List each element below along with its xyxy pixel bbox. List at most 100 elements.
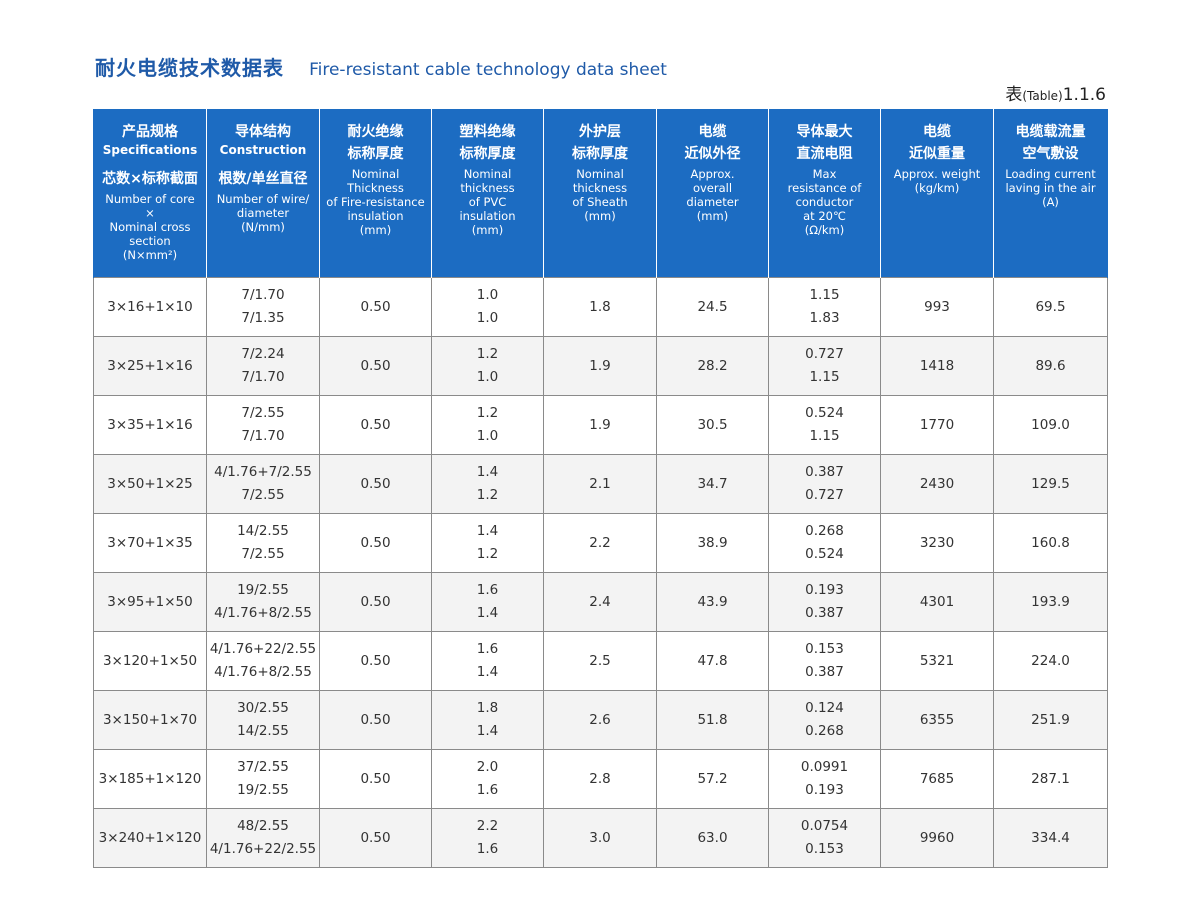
cell-pvc_ins: 2.0 1.6 xyxy=(431,749,544,809)
cell-resistance: 0.124 0.268 xyxy=(768,690,881,750)
cell-resistance-value: 1.15 xyxy=(809,369,840,385)
header-en: Nominal thickness of Sheath (mm) xyxy=(572,167,628,223)
cell-pvc_ins: 2.2 1.6 xyxy=(431,808,544,868)
header-cell: 塑料绝缘 标称厚度 Nominal thickness of PVC insula… xyxy=(431,109,544,278)
cell-sheath: 2.6 xyxy=(543,690,657,750)
header-en: Max resistance of conductor at 20℃ (Ω/km… xyxy=(787,167,862,237)
cell-spec: 3×95+1×50 xyxy=(93,572,207,632)
cell-cons-value: 7/1.70 xyxy=(241,428,285,444)
header-en-bold: Specifications xyxy=(102,143,198,157)
table-row: 3×50+1×25 4/1.76+7/2.55 7/2.55 0.50 1.4 1.2 2.… xyxy=(93,454,1108,514)
cell-weight: 1770 xyxy=(880,395,994,455)
cell-current: 287.1 xyxy=(993,749,1108,809)
cell-fire_ins: 0.50 xyxy=(319,808,432,868)
cell-diameter: 63.0 xyxy=(656,808,769,868)
cell-cons-value: 4/1.76+22/2.55 xyxy=(209,641,317,657)
cell-cons: 4/1.76+7/2.55 7/2.55 xyxy=(206,454,320,514)
table-row: 3×35+1×16 7/2.55 7/1.70 0.50 1.2 1.0 1.9 30.5 0.… xyxy=(93,395,1108,455)
cell-pvc_ins-value: 1.6 xyxy=(476,582,499,598)
cell-pvc_ins: 1.4 1.2 xyxy=(431,513,544,573)
cell-diameter: 30.5 xyxy=(656,395,769,455)
cell-cons: 7/2.24 7/1.70 xyxy=(206,336,320,396)
cell-spec: 3×25+1×16 xyxy=(93,336,207,396)
cell-weight: 2430 xyxy=(880,454,994,514)
cell-weight: 4301 xyxy=(880,572,994,632)
cell-sheath: 1.9 xyxy=(543,336,657,396)
table-row: 3×16+1×10 7/1.70 7/1.35 0.50 1.0 1.0 1.8 24.5 1.… xyxy=(93,277,1108,337)
table-row: 3×150+1×70 30/2.55 14/2.55 0.50 1.8 1.4 2.6 51.… xyxy=(93,690,1108,750)
cell-cons-value: 48/2.55 xyxy=(237,818,289,834)
cell-cons-value: 19/2.55 xyxy=(237,782,289,798)
cell-pvc_ins-value: 1.0 xyxy=(476,369,499,385)
cell-current: 160.8 xyxy=(993,513,1108,573)
header-en: Approx. overall diameter (mm) xyxy=(686,167,739,223)
cell-fire_ins: 0.50 xyxy=(319,454,432,514)
table-row: 3×240+1×120 48/2.55 4/1.76+22/2.55 0.50 2.2 1… xyxy=(93,808,1108,868)
cell-resistance-value: 0.524 xyxy=(805,546,844,562)
cell-resistance-value: 0.524 xyxy=(805,405,844,421)
table-number: 表(Table)1.1.6 xyxy=(1005,80,1106,105)
cell-cons-value: 7/1.70 xyxy=(241,369,285,385)
cell-resistance-value: 0.268 xyxy=(805,723,844,739)
cell-spec: 3×240+1×120 xyxy=(93,808,207,868)
cell-resistance-value: 0.153 xyxy=(805,841,844,857)
cell-sheath: 2.5 xyxy=(543,631,657,691)
header-en: Nominal thickness of PVC insulation (mm) xyxy=(459,167,516,237)
cell-cons: 4/1.76+22/2.55 4/1.76+8/2.55 xyxy=(206,631,320,691)
cell-pvc_ins-value: 1.2 xyxy=(476,487,499,503)
cell-cons-value: 7/1.35 xyxy=(241,310,285,326)
cell-current: 334.4 xyxy=(993,808,1108,868)
cell-current: 193.9 xyxy=(993,572,1108,632)
header-cell: 耐火绝缘 标称厚度 Nominal Thickness of Fire-resis… xyxy=(319,109,432,278)
cell-diameter: 38.9 xyxy=(656,513,769,573)
cell-pvc_ins-value: 1.2 xyxy=(476,546,499,562)
cell-cons-value: 14/2.55 xyxy=(237,723,289,739)
header-cell: 电缆 近似重量 Approx. weight (kg/km) xyxy=(880,109,994,278)
cell-cons-value: 7/2.55 xyxy=(241,405,285,421)
title-chinese: 耐火电缆技术数据表 xyxy=(95,56,284,80)
cell-pvc_ins: 1.2 1.0 xyxy=(431,336,544,396)
cell-diameter: 57.2 xyxy=(656,749,769,809)
header-en: Loading current laving in the air (A) xyxy=(1005,167,1096,209)
cell-spec: 3×150+1×70 xyxy=(93,690,207,750)
cell-weight: 6355 xyxy=(880,690,994,750)
cell-resistance: 0.0754 0.153 xyxy=(768,808,881,868)
cell-spec: 3×70+1×35 xyxy=(93,513,207,573)
cell-resistance-value: 1.15 xyxy=(809,428,840,444)
cell-cons: 14/2.55 7/2.55 xyxy=(206,513,320,573)
cell-cons-value: 4/1.76+8/2.55 xyxy=(214,664,312,680)
cell-current: 224.0 xyxy=(993,631,1108,691)
cell-spec: 3×120+1×50 xyxy=(93,631,207,691)
header-cn: 导体最大 直流电阻 xyxy=(796,124,853,162)
header-cn: 电缆 近似外径 xyxy=(684,124,741,162)
cell-sheath: 2.4 xyxy=(543,572,657,632)
cell-fire_ins: 0.50 xyxy=(319,690,432,750)
cell-pvc_ins-value: 1.0 xyxy=(476,428,499,444)
cell-cons-value: 7/2.55 xyxy=(241,546,285,562)
header-cell: 产品规格 Specifications 芯数×标称截面 Number of core … xyxy=(93,109,207,278)
cell-pvc_ins-value: 1.6 xyxy=(476,641,499,657)
cell-cons-value: 4/1.76+8/2.55 xyxy=(214,605,312,621)
header-cn: 外护层 标称厚度 xyxy=(572,124,628,162)
cell-pvc_ins-value: 1.4 xyxy=(476,523,499,539)
cell-diameter: 28.2 xyxy=(656,336,769,396)
cell-resistance-value: 0.387 xyxy=(805,664,844,680)
header-row: 产品规格 Specifications 芯数×标称截面 Number of core … xyxy=(93,109,1108,278)
cell-cons: 19/2.55 4/1.76+8/2.55 xyxy=(206,572,320,632)
cell-cons: 7/1.70 7/1.35 xyxy=(206,277,320,337)
header-en-bold: Construction xyxy=(219,143,307,157)
cell-cons-value: 19/2.55 xyxy=(237,582,289,598)
cell-cons: 7/2.55 7/1.70 xyxy=(206,395,320,455)
cell-spec: 3×35+1×16 xyxy=(93,395,207,455)
cell-current: 69.5 xyxy=(993,277,1108,337)
header-en: Number of wire/ diameter (N/mm) xyxy=(216,192,310,234)
cell-resistance-value: 0.387 xyxy=(805,605,844,621)
cell-resistance-value: 0.124 xyxy=(805,700,844,716)
cell-cons-value: 30/2.55 xyxy=(237,700,289,716)
cell-diameter: 24.5 xyxy=(656,277,769,337)
cell-cons: 30/2.55 14/2.55 xyxy=(206,690,320,750)
cell-weight: 1418 xyxy=(880,336,994,396)
cell-resistance-value: 0.153 xyxy=(805,641,844,657)
cell-sheath: 3.0 xyxy=(543,808,657,868)
cell-fire_ins: 0.50 xyxy=(319,336,432,396)
